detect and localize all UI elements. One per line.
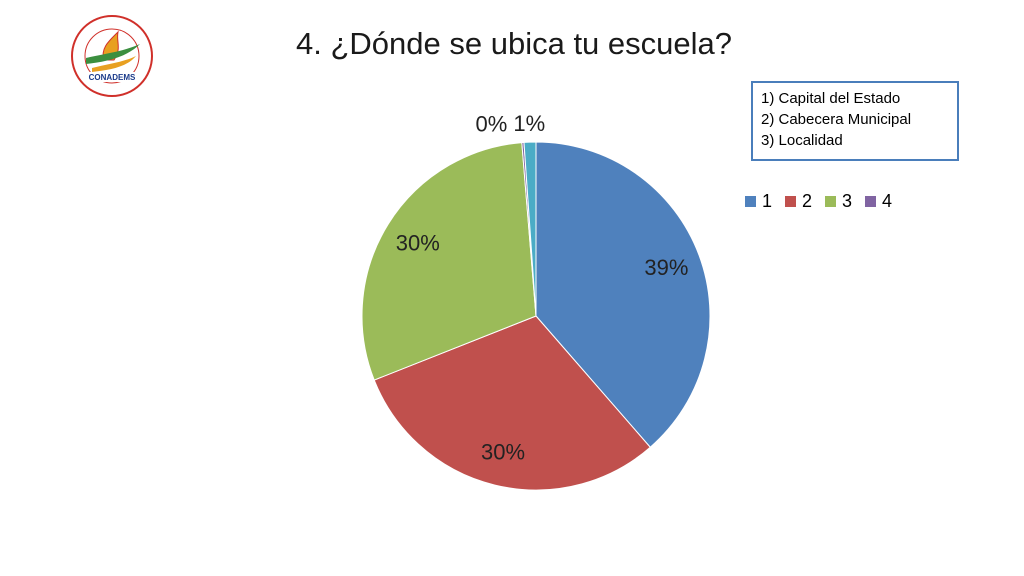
legend-item-3: 3	[825, 191, 852, 212]
pie-slice-5	[523, 141, 537, 317]
legend-label-4: 4	[882, 190, 893, 211]
chart-legend: 1 2 3 4	[745, 190, 905, 212]
data-label-1: 39%	[644, 255, 688, 280]
legend-swatch-2	[785, 195, 797, 207]
legend-swatch-4	[865, 195, 877, 207]
conadems-logo: CONADEMS	[71, 15, 153, 97]
legend-swatch-1	[745, 195, 756, 207]
legend-label-3: 3	[842, 190, 853, 211]
legend-item-2: 2	[785, 191, 812, 212]
logo-label: CONADEMS	[89, 73, 136, 82]
legend-label-1: 1	[762, 190, 773, 211]
pie-slice-3	[361, 142, 537, 381]
data-label-2: 30%	[481, 439, 525, 464]
pie-slice-2	[373, 315, 651, 491]
data-label-3: 30%	[396, 231, 440, 256]
legend-label-2: 2	[802, 190, 813, 211]
note-line-2: 2) Cabecera Municipal	[761, 111, 912, 128]
page-title: 4. ¿Dónde se ubica tu escuela?	[296, 26, 732, 61]
note-line-1: 1) Capital del Estado	[761, 90, 901, 107]
legend-item-4: 4	[865, 191, 892, 212]
note-line-3: 3) Localidad	[761, 132, 843, 149]
legend-swatch-3	[825, 195, 837, 207]
pie-slice-1	[535, 141, 711, 448]
data-label-5: 1%	[513, 111, 545, 136]
category-note-box: 1) Capital del Estado 2) Cabecera Munici…	[751, 81, 959, 161]
data-label-4: 0%	[476, 111, 508, 136]
legend-item-1: 1	[745, 191, 772, 212]
